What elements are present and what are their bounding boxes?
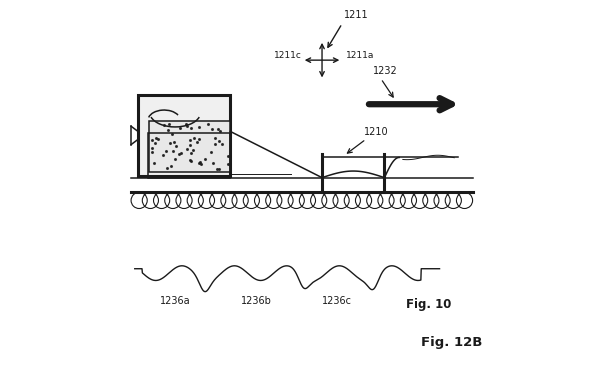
Point — [148, 149, 157, 155]
Point — [158, 152, 168, 158]
Point — [176, 150, 186, 156]
Point — [211, 141, 220, 147]
Point — [150, 140, 160, 146]
Point — [214, 166, 224, 172]
Point — [147, 145, 157, 151]
Point — [182, 146, 192, 152]
Point — [175, 151, 184, 157]
Point — [214, 126, 223, 132]
Point — [194, 124, 203, 130]
Text: Fig. 10: Fig. 10 — [406, 298, 452, 311]
Point — [172, 142, 181, 148]
Point — [195, 159, 205, 165]
Point — [200, 156, 209, 162]
Bar — [149, 121, 230, 172]
Text: 1211: 1211 — [344, 10, 368, 20]
Point — [185, 142, 195, 148]
Point — [194, 160, 204, 166]
Point — [215, 128, 225, 134]
Bar — [148, 133, 230, 178]
Point — [185, 157, 195, 163]
Point — [161, 148, 171, 154]
Point — [154, 136, 163, 142]
Point — [181, 121, 190, 127]
Text: 1210: 1210 — [364, 127, 389, 137]
Point — [166, 163, 176, 169]
Point — [167, 131, 177, 137]
Point — [168, 148, 178, 154]
Point — [208, 126, 217, 132]
Point — [163, 127, 173, 133]
Point — [189, 135, 199, 141]
Point — [186, 149, 196, 155]
Point — [194, 136, 204, 142]
Point — [212, 166, 221, 172]
Text: 1211a: 1211a — [346, 51, 374, 60]
Point — [182, 123, 192, 129]
Point — [223, 161, 232, 167]
Point — [214, 138, 223, 144]
Point — [206, 149, 216, 155]
Text: 1211c: 1211c — [274, 51, 302, 60]
Point — [149, 161, 159, 167]
Point — [185, 137, 194, 143]
Point — [166, 140, 175, 146]
Text: 1236a: 1236a — [160, 296, 190, 306]
Point — [151, 135, 161, 141]
Point — [208, 160, 218, 166]
Text: 1236b: 1236b — [241, 296, 271, 306]
Point — [196, 161, 205, 167]
Bar — [139, 95, 230, 176]
Point — [159, 122, 169, 128]
Point — [162, 165, 172, 171]
Point — [217, 141, 227, 147]
Point — [147, 137, 157, 143]
Point — [164, 121, 173, 127]
Point — [210, 135, 220, 141]
Point — [203, 121, 213, 127]
Point — [175, 125, 185, 131]
Point — [186, 158, 196, 164]
Text: 1232: 1232 — [373, 65, 398, 75]
Text: Fig. 12B: Fig. 12B — [421, 336, 482, 349]
Point — [188, 147, 198, 153]
Text: 1236c: 1236c — [322, 296, 352, 306]
Point — [170, 156, 179, 162]
Point — [193, 139, 202, 145]
Point — [186, 125, 196, 131]
Point — [223, 153, 233, 159]
Point — [170, 139, 179, 145]
